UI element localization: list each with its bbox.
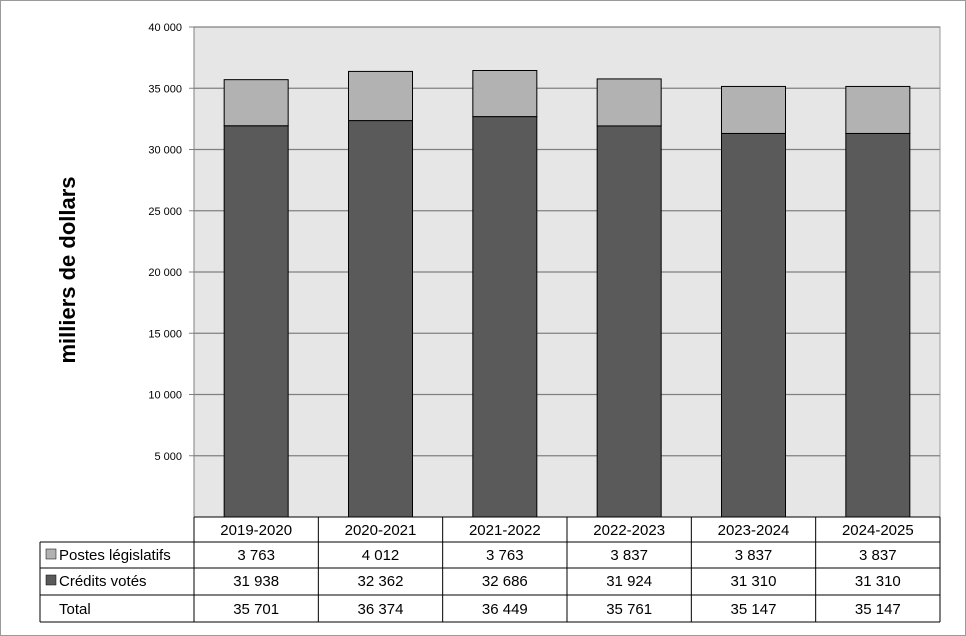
x-category-label: 2020-2021 bbox=[345, 522, 417, 539]
bar-postes-legislatifs bbox=[845, 85, 911, 134]
y-tick-label: 5 000 bbox=[154, 451, 182, 463]
total-label: 36 449 bbox=[482, 601, 528, 618]
data-label: 3 837 bbox=[859, 547, 897, 564]
legend-swatch bbox=[45, 574, 57, 586]
y-tick-label: 35 000 bbox=[148, 83, 182, 95]
bar-postes-legislatifs bbox=[721, 85, 786, 134]
bar-credits-votes bbox=[472, 116, 538, 518]
total-label: 35 147 bbox=[855, 601, 901, 618]
legend-label: Postes législatifs bbox=[59, 547, 171, 564]
bar-credits-votes bbox=[223, 125, 289, 518]
y-tick-label: 15 000 bbox=[148, 328, 182, 340]
y-tick-label: 30 000 bbox=[148, 145, 182, 157]
x-category-label: 2023-2024 bbox=[718, 522, 790, 539]
bar-credits-votes bbox=[721, 132, 786, 518]
data-label: 4 012 bbox=[362, 547, 400, 564]
total-label: 35 147 bbox=[731, 601, 777, 618]
legend-label: Crédits votés bbox=[59, 573, 147, 590]
bar-postes-legislatifs bbox=[348, 70, 413, 122]
data-label: 3 837 bbox=[735, 547, 773, 564]
bar-credits-votes bbox=[596, 125, 662, 518]
total-label: 36 374 bbox=[358, 601, 404, 618]
bar-postes-legislatifs bbox=[596, 78, 662, 127]
bar-postes-legislatifs bbox=[472, 69, 538, 118]
total-label: 35 761 bbox=[606, 601, 652, 618]
bar-credits-votes bbox=[845, 132, 911, 518]
total-label: 35 701 bbox=[233, 601, 279, 618]
x-category-label: 2024-2025 bbox=[842, 522, 914, 539]
data-label: 31 310 bbox=[731, 573, 777, 590]
y-tick-label: 40 000 bbox=[148, 22, 182, 34]
data-label: 3 763 bbox=[486, 547, 524, 564]
y-tick-label: 25 000 bbox=[148, 206, 182, 218]
x-category-label: 2022-2023 bbox=[593, 522, 665, 539]
data-label: 31 924 bbox=[606, 573, 652, 590]
y-tick-label: 10 000 bbox=[148, 390, 182, 402]
total-row-label: Total bbox=[59, 601, 91, 618]
data-label: 3 763 bbox=[237, 547, 275, 564]
x-category-label: 2019-2020 bbox=[220, 522, 292, 539]
data-label: 31 938 bbox=[233, 573, 279, 590]
data-label: 32 362 bbox=[358, 573, 404, 590]
bar-credits-votes bbox=[348, 120, 413, 518]
data-label: 32 686 bbox=[482, 573, 528, 590]
y-tick-label: 20 000 bbox=[148, 267, 182, 279]
bar-postes-legislatifs bbox=[223, 79, 289, 127]
data-label: 3 837 bbox=[610, 547, 648, 564]
data-label: 31 310 bbox=[855, 573, 901, 590]
legend-swatch bbox=[45, 548, 57, 560]
x-category-label: 2021-2022 bbox=[469, 522, 541, 539]
